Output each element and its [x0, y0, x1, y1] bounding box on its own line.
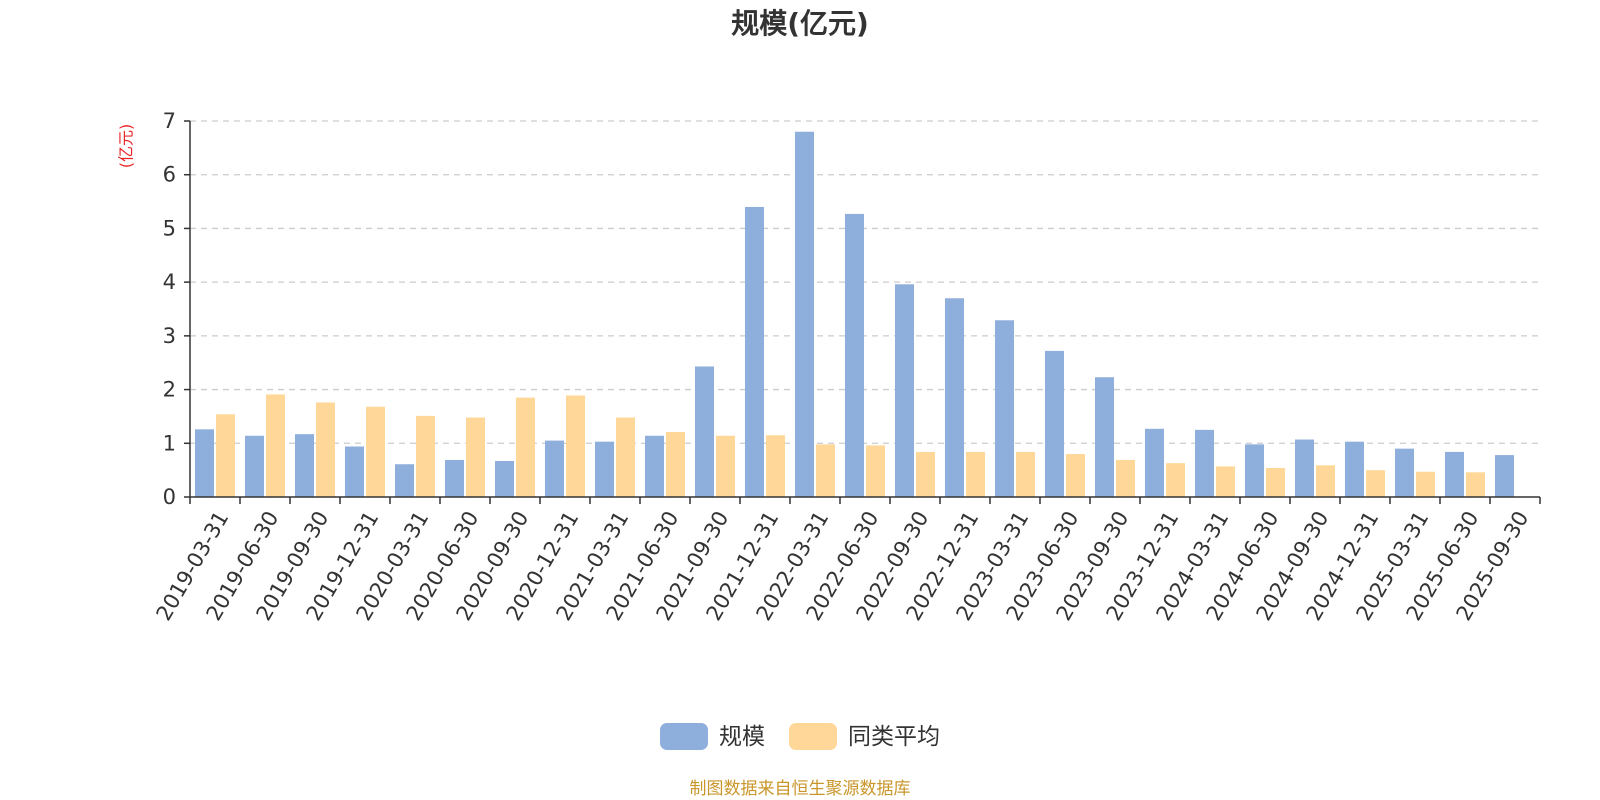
bar-peer-average: [1066, 454, 1085, 497]
bar-scale: [1395, 448, 1414, 497]
bar-peer-average: [1416, 471, 1435, 497]
y-tick-label: 6: [163, 163, 176, 187]
y-tick-label: 3: [163, 324, 176, 348]
bar-peer-average: [516, 397, 535, 497]
bar-peer-average: [466, 417, 485, 497]
legend-label-peer-average[interactable]: 同类平均: [848, 724, 940, 750]
bar-scale: [1245, 444, 1264, 497]
bar-peer-average: [566, 395, 585, 497]
grid-lines: [190, 120, 1540, 444]
source-note: 制图数据来自恒生聚源数据库: [690, 779, 911, 799]
bar-scale: [1445, 451, 1464, 497]
bar-scale: [995, 320, 1014, 497]
bar-scale: [595, 441, 614, 497]
bar-scale: [895, 284, 914, 497]
bar-peer-average: [666, 432, 685, 497]
bar-peer-average: [1016, 451, 1035, 497]
bar-scale: [795, 131, 814, 497]
bar-peer-average: [316, 402, 335, 497]
bar-peer-average: [816, 444, 835, 497]
bar-scale: [1345, 441, 1364, 497]
bar-peer-average: [416, 415, 435, 497]
bar-scale: [495, 461, 514, 497]
bar-scale: [645, 435, 664, 497]
y-tick-label: 7: [163, 109, 176, 133]
y-tick-label: 0: [163, 485, 176, 509]
y-tick-label: 5: [163, 216, 176, 240]
bar-scale: [395, 464, 414, 497]
bar-peer-average: [1166, 463, 1185, 497]
bar-scale: [445, 459, 464, 497]
bars: [195, 131, 1514, 497]
bar-peer-average: [1466, 472, 1485, 497]
bar-peer-average: [266, 394, 285, 497]
bar-peer-average: [916, 451, 935, 497]
bar-peer-average: [366, 406, 385, 497]
bar-peer-average: [966, 451, 985, 497]
bar-scale: [1145, 428, 1164, 497]
bar-peer-average: [1116, 459, 1135, 497]
bar-scale: [945, 298, 964, 497]
y-tick-label: 2: [163, 378, 176, 402]
chart-title: 规模(亿元): [731, 7, 869, 40]
bar-scale: [545, 440, 564, 497]
bar-scale: [1295, 439, 1314, 497]
bar-peer-average: [616, 417, 635, 497]
bar-peer-average: [766, 435, 785, 497]
bar-peer-average: [866, 445, 885, 497]
bar-scale: [745, 206, 764, 497]
bar-scale: [1095, 377, 1114, 497]
legend-label-scale[interactable]: 规模: [719, 724, 765, 750]
bar-peer-average: [1216, 466, 1235, 497]
bar-scale: [845, 213, 864, 497]
bar-scale: [245, 435, 264, 497]
legend: 规模 同类平均: [660, 723, 940, 750]
bar-peer-average: [716, 435, 735, 497]
bar-peer-average: [1366, 470, 1385, 497]
y-tick-label: 1: [163, 431, 176, 455]
bar-scale: [295, 434, 314, 497]
bar-peer-average: [1316, 465, 1335, 497]
bar-scale: [1045, 350, 1064, 497]
y-tick-label: 4: [163, 270, 176, 294]
legend-swatch-scale[interactable]: [660, 723, 708, 750]
bar-scale: [345, 446, 364, 497]
legend-swatch-peer-average[interactable]: [789, 723, 837, 750]
bar-peer-average: [1266, 467, 1285, 497]
bar-scale: [195, 429, 214, 497]
bar-scale: [1495, 455, 1514, 497]
bar-scale: [1195, 429, 1214, 497]
y-axis-unit: (亿元): [117, 124, 136, 169]
bar-scale: [695, 366, 714, 497]
bar-peer-average: [216, 414, 235, 497]
